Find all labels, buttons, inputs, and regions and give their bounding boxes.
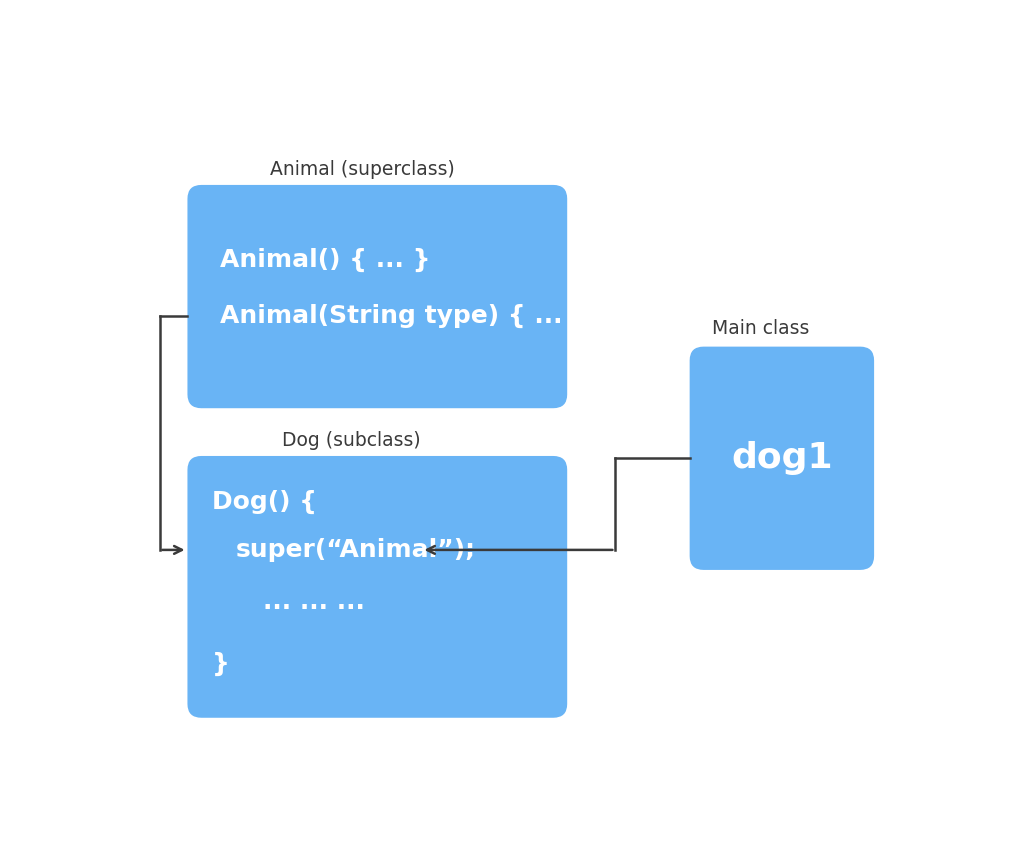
FancyBboxPatch shape [690, 347, 874, 570]
Text: Main class: Main class [712, 320, 810, 338]
FancyBboxPatch shape [187, 456, 567, 717]
Text: Animal() { ... }: Animal() { ... } [220, 248, 431, 271]
Text: ... ... ...: ... ... ... [262, 590, 365, 614]
Text: dog1: dog1 [732, 441, 833, 475]
FancyBboxPatch shape [187, 185, 567, 408]
Text: Dog (subclass): Dog (subclass) [282, 431, 421, 450]
Text: Dog() {: Dog() { [212, 490, 317, 514]
Text: Animal(String type) { ... }: Animal(String type) { ... } [220, 304, 589, 328]
Text: Animal (superclass): Animal (superclass) [270, 160, 455, 179]
Text: super(“Animal”);: super(“Animal”); [236, 538, 475, 562]
Text: }: } [212, 652, 231, 676]
